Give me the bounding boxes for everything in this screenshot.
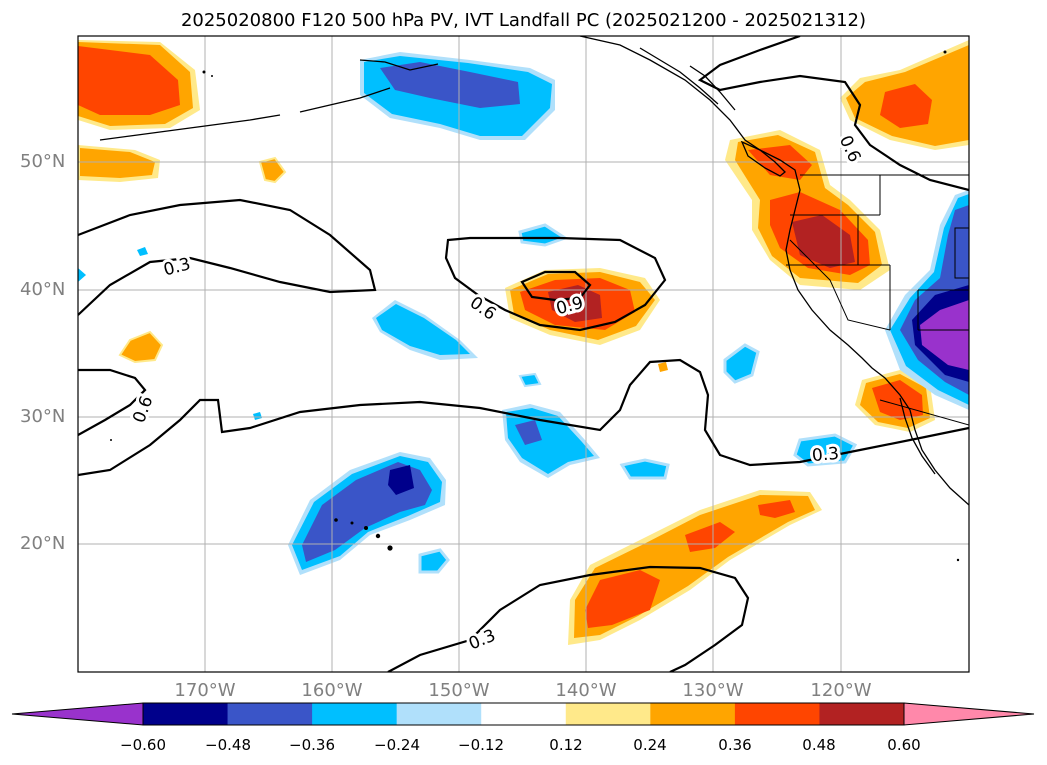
lat-label-30n: 30°N — [20, 406, 66, 427]
colorbar-segment — [565, 703, 651, 725]
colorbar-segment — [734, 703, 820, 725]
contour-label-6: 0.3 — [811, 444, 840, 466]
lon-label-120w: 120°W — [810, 680, 872, 701]
pv-anomaly-negative-small-5 — [619, 458, 670, 480]
pv-anomaly-positive-northeast — [840, 40, 969, 150]
pc-contours — [78, 36, 969, 672]
pv-anomaly-negative-small-4 — [793, 433, 858, 467]
colorbar-segment — [650, 703, 736, 725]
lat-label-20n: 20°N — [20, 533, 66, 554]
pv-anomaly-positive-dot-2 — [118, 330, 164, 364]
lon-label-130w: 130°W — [682, 680, 744, 701]
pv-anomaly-positive-northwest — [78, 40, 200, 130]
pv-anomaly-negative-bering — [360, 52, 555, 140]
pv-anomaly-negative-dot-1 — [137, 247, 148, 256]
colorbar-segment — [227, 703, 313, 725]
colorbar-tick-label: 0.12 — [549, 736, 583, 754]
colorbar-tick-label: −0.60 — [120, 736, 166, 754]
pv-anomaly-positive-dot-1 — [258, 156, 287, 184]
colorbar-segment — [481, 703, 567, 725]
pv-anomaly-negative-dot-3 — [253, 412, 262, 420]
lon-label-150w: 150°W — [428, 680, 490, 701]
pv-anomaly-negative-small-6 — [418, 548, 450, 574]
plot-frame — [77, 35, 970, 673]
pv-anomaly-negative-mid — [372, 300, 478, 360]
pv-anomaly-positive-dot-3 — [658, 362, 668, 372]
colorbar-tick-label: 0.36 — [718, 736, 752, 754]
political-boundaries — [786, 174, 969, 426]
colorbar-segment — [819, 703, 905, 725]
colorbar-tick-label: 0.24 — [633, 736, 667, 754]
map-title: 2025020800 F120 500 hPa PV, IVT Landfall… — [180, 10, 867, 31]
pv-anomaly-negative-subtropical — [502, 404, 600, 478]
pv-anomaly-negative-dot-2 — [78, 268, 86, 282]
colorbar-frame — [142, 702, 905, 726]
pv-anomaly-positive-central — [505, 268, 660, 345]
gridlines — [78, 36, 969, 672]
colorbar — [11, 702, 1035, 726]
colorbar-tick-label: −0.48 — [205, 736, 251, 754]
colorbar-tick-label: −0.24 — [374, 736, 420, 754]
colorbar-arrow-right — [903, 702, 1035, 726]
colorbar-segment — [143, 703, 229, 725]
pv-anomaly-negative-east — [885, 190, 969, 410]
pv-anomaly-negative-small-3 — [518, 372, 542, 388]
lat-label-50n: 50°N — [20, 151, 66, 172]
lon-label-160w: 160°W — [301, 680, 363, 701]
lon-label-170w: 170°W — [174, 680, 236, 701]
lon-label-140w: 140°W — [555, 680, 617, 701]
colorbar-segment — [312, 703, 398, 725]
colorbar-tick-label: 0.48 — [802, 736, 836, 754]
colorbar-tick-label: −0.36 — [289, 736, 335, 754]
colorbar-segment — [396, 703, 482, 725]
pv-anomaly-negative-small-1 — [518, 223, 569, 247]
colorbar-tick-label: 0.60 — [887, 736, 921, 754]
map-figure: 0.3 0.6 0.9 0.6 0.6 0.3 0.3 — [77, 35, 970, 673]
islands — [110, 50, 960, 562]
colorbar-tick-label: −0.12 — [458, 736, 504, 754]
lat-label-40n: 40°N — [20, 279, 66, 300]
pv-anomaly-negative-small-2 — [723, 343, 760, 384]
colorbar-arrow-left — [11, 702, 144, 726]
coastlines — [99, 36, 969, 506]
pv-anomaly-positive-small-west — [78, 145, 160, 182]
plot-area — [78, 36, 969, 672]
